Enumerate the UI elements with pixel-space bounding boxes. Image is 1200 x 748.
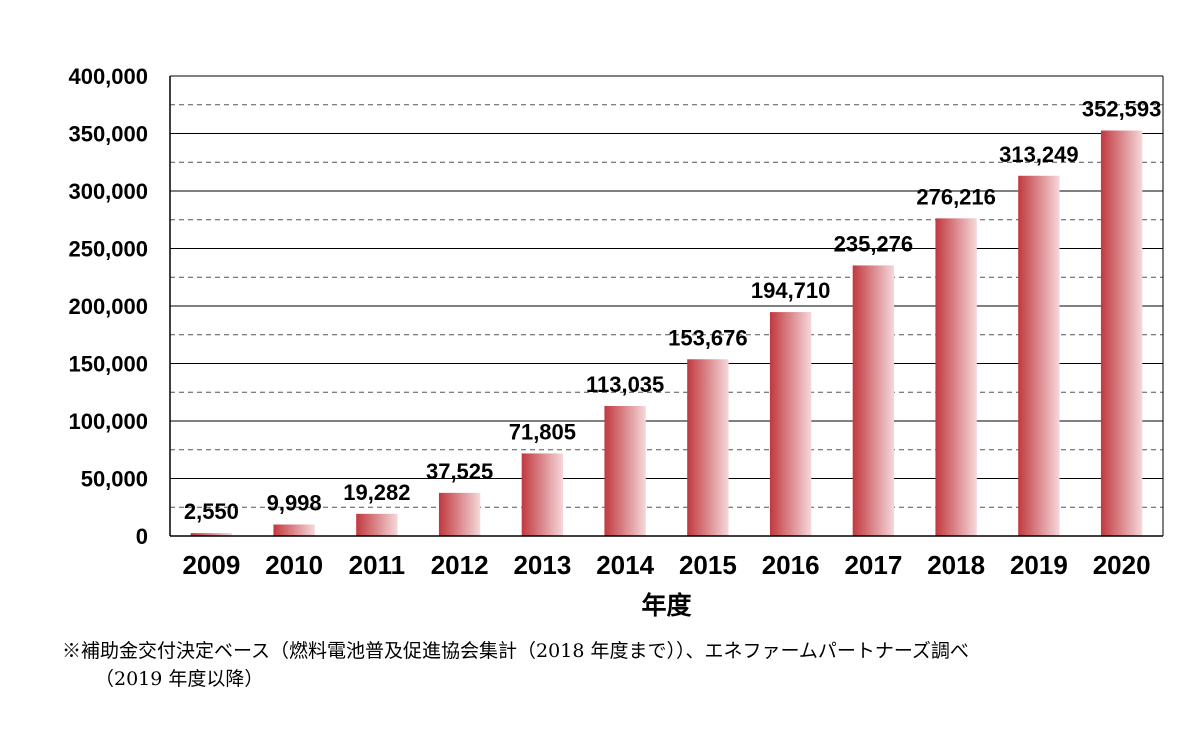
data-label: 352,593 — [1082, 97, 1162, 122]
data-label: 313,249 — [999, 142, 1079, 167]
bar-2011 — [356, 513, 398, 536]
x-axis-ticks: 2009 2010 2011 2012 2013 2014 2015 2016 2017 2018… — [182, 550, 1150, 580]
data-label: 153,676 — [668, 325, 748, 350]
grid-lines — [170, 75, 1164, 536]
x-tick-label: 2011 — [349, 550, 405, 580]
bar-chart: 0 50,000 100,000 150,000 200,000 250,000 300,0… — [68, 64, 1164, 620]
y-tick-label: 50,000 — [81, 467, 148, 492]
bar-2017 — [852, 265, 895, 536]
bar-2016 — [769, 312, 812, 536]
y-tick-label: 300,000 — [68, 179, 148, 204]
bar-2019 — [1018, 175, 1060, 536]
data-label: 37,525 — [426, 459, 493, 484]
x-tick-label: 2016 — [762, 550, 820, 580]
footnote-line-2: （2019 年度以降） — [95, 668, 264, 690]
data-label: 235,276 — [834, 231, 914, 256]
bars — [190, 130, 1143, 536]
bar-2010 — [273, 524, 315, 536]
y-tick-label: 200,000 — [68, 294, 148, 319]
data-label: 113,035 — [586, 372, 664, 397]
data-label: 2,550 — [184, 499, 239, 524]
bar-2013 — [521, 453, 564, 536]
bar-2015 — [687, 359, 729, 536]
data-labels: 2,550 9,998 19,282 37,525 71,805 113,035153,6… — [184, 97, 1162, 525]
bar-2012 — [438, 492, 481, 536]
x-tick-label: 2020 — [1093, 550, 1151, 580]
y-tick-label: 400,000 — [68, 64, 148, 89]
bar-2014 — [604, 406, 646, 536]
data-label: 19,282 — [343, 480, 410, 505]
x-tick-label: 2018 — [927, 550, 985, 580]
data-label: 276,216 — [916, 184, 996, 209]
x-tick-label: 2013 — [513, 550, 571, 580]
data-label: 9,998 — [267, 491, 322, 516]
x-tick-label: 2010 — [265, 550, 323, 580]
x-tick-label: 2019 — [1010, 550, 1068, 580]
x-tick-label: 2009 — [182, 550, 240, 580]
y-tick-label: 100,000 — [68, 409, 148, 434]
x-tick-label: 2017 — [844, 550, 902, 580]
y-tick-label: 350,000 — [68, 122, 148, 147]
bar-2020 — [1100, 130, 1143, 536]
bar-2009 — [190, 533, 233, 536]
bar-2018 — [935, 218, 977, 536]
x-axis-label: 年度 — [641, 591, 691, 620]
footnote-line-1: ※補助金交付決定ベース（燃料電池普及促進協会集計（2018 年度まで））、エネフ… — [62, 640, 969, 662]
data-label: 71,805 — [509, 419, 576, 444]
y-tick-label: 250,000 — [68, 237, 148, 262]
data-label: 194,710 — [751, 278, 831, 303]
y-axis-ticks: 0 50,000 100,000 150,000 200,000 250,000 300,0… — [68, 64, 148, 549]
x-tick-label: 2014 — [596, 550, 654, 580]
x-tick-label: 2015 — [679, 550, 737, 580]
x-tick-label: 2012 — [431, 550, 489, 580]
y-tick-label: 0 — [136, 524, 148, 549]
y-tick-label: 150,000 — [68, 352, 148, 377]
